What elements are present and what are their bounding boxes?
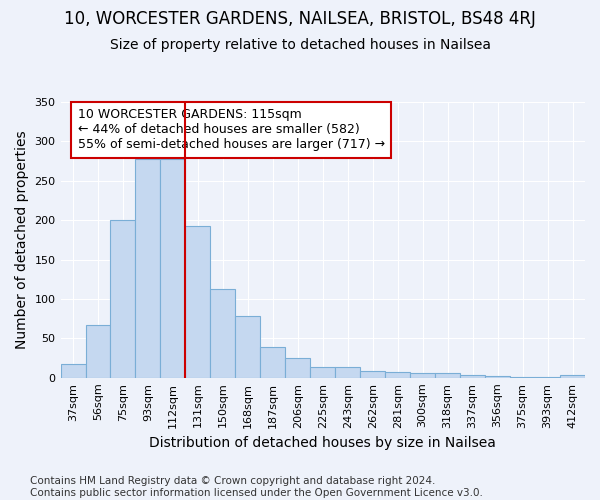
Bar xyxy=(61,364,86,378)
Bar xyxy=(435,373,460,378)
Text: 10, WORCESTER GARDENS, NAILSEA, BRISTOL, BS48 4RJ: 10, WORCESTER GARDENS, NAILSEA, BRISTOL,… xyxy=(64,10,536,28)
Bar xyxy=(360,370,385,378)
Bar xyxy=(185,226,211,378)
Bar xyxy=(211,289,235,378)
Bar xyxy=(310,367,335,378)
Bar xyxy=(510,377,535,378)
Bar xyxy=(160,158,185,378)
Bar xyxy=(260,347,286,378)
Bar xyxy=(410,373,435,378)
Bar xyxy=(560,374,585,378)
Y-axis label: Number of detached properties: Number of detached properties xyxy=(15,130,29,349)
Text: Contains HM Land Registry data © Crown copyright and database right 2024.
Contai: Contains HM Land Registry data © Crown c… xyxy=(30,476,483,498)
Bar xyxy=(110,220,136,378)
Bar xyxy=(385,372,410,378)
Bar xyxy=(535,377,560,378)
Bar xyxy=(235,316,260,378)
Bar xyxy=(136,158,160,378)
Bar xyxy=(86,325,110,378)
Text: Size of property relative to detached houses in Nailsea: Size of property relative to detached ho… xyxy=(110,38,491,52)
X-axis label: Distribution of detached houses by size in Nailsea: Distribution of detached houses by size … xyxy=(149,436,496,450)
Text: 10 WORCESTER GARDENS: 115sqm
← 44% of detached houses are smaller (582)
55% of s: 10 WORCESTER GARDENS: 115sqm ← 44% of de… xyxy=(77,108,385,152)
Bar xyxy=(286,358,310,378)
Bar xyxy=(460,376,485,378)
Bar xyxy=(485,376,510,378)
Bar xyxy=(335,367,360,378)
